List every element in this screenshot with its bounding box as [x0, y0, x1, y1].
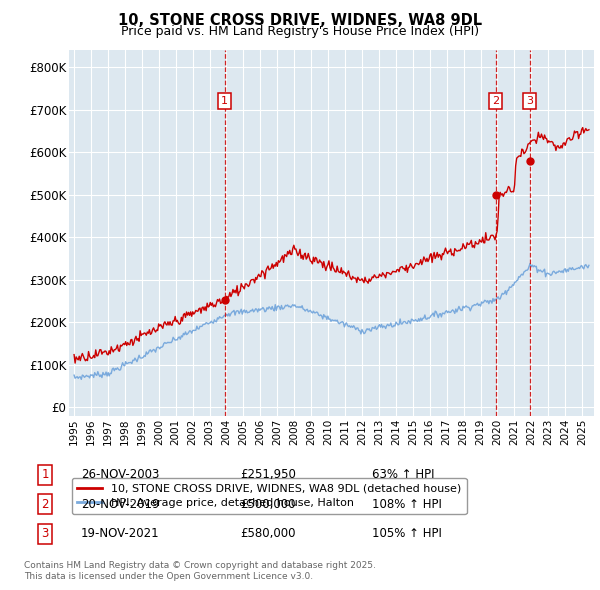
Text: 1: 1	[41, 468, 49, 481]
Text: 63% ↑ HPI: 63% ↑ HPI	[372, 468, 434, 481]
Legend: 10, STONE CROSS DRIVE, WIDNES, WA8 9DL (detached house), HPI: Average price, det: 10, STONE CROSS DRIVE, WIDNES, WA8 9DL (…	[72, 478, 467, 514]
Text: 20-NOV-2019: 20-NOV-2019	[81, 498, 160, 511]
Text: 26-NOV-2003: 26-NOV-2003	[81, 468, 160, 481]
Text: Price paid vs. HM Land Registry's House Price Index (HPI): Price paid vs. HM Land Registry's House …	[121, 25, 479, 38]
Text: £580,000: £580,000	[240, 527, 296, 540]
Text: 2: 2	[41, 498, 49, 511]
Text: 3: 3	[526, 96, 533, 106]
Text: 108% ↑ HPI: 108% ↑ HPI	[372, 498, 442, 511]
Text: 1: 1	[221, 96, 229, 106]
Text: Contains HM Land Registry data © Crown copyright and database right 2025.: Contains HM Land Registry data © Crown c…	[24, 560, 376, 569]
Text: 10, STONE CROSS DRIVE, WIDNES, WA8 9DL: 10, STONE CROSS DRIVE, WIDNES, WA8 9DL	[118, 13, 482, 28]
Text: £251,950: £251,950	[240, 468, 296, 481]
Text: 105% ↑ HPI: 105% ↑ HPI	[372, 527, 442, 540]
Text: This data is licensed under the Open Government Licence v3.0.: This data is licensed under the Open Gov…	[24, 572, 313, 581]
Text: 19-NOV-2021: 19-NOV-2021	[81, 527, 160, 540]
Text: 2: 2	[492, 96, 499, 106]
Text: 3: 3	[41, 527, 49, 540]
Text: £500,000: £500,000	[240, 498, 296, 511]
